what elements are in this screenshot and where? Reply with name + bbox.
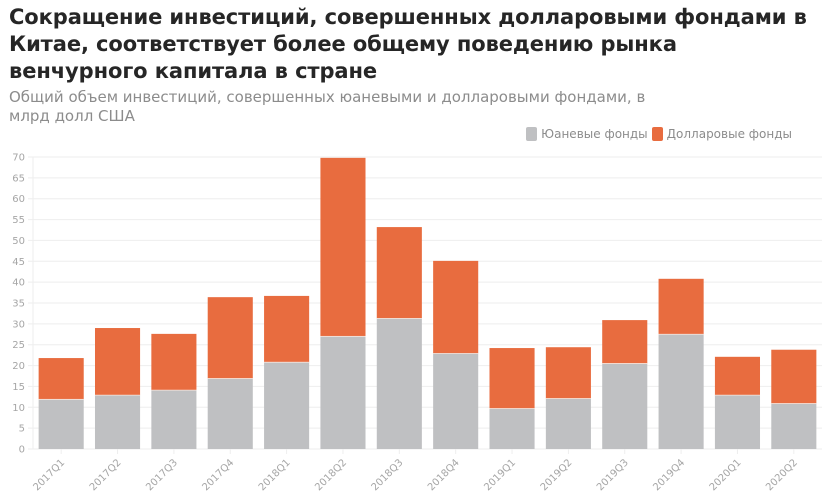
bar-dollar-2018Q4[interactable] — [433, 260, 479, 354]
chart-title: Сокращение инвестиций, совершенных долла… — [9, 5, 807, 83]
bar-dollar-2019Q4[interactable] — [658, 278, 704, 334]
x-tick-label: 2018Q3 — [370, 457, 406, 493]
x-tick-label: 2017Q2 — [88, 457, 124, 493]
x-axis: 2017Q1 2017Q2 2017Q3 2017Q4 2018Q1 2018Q2 2018… — [31, 449, 800, 493]
chart-subtitle: Общий объем инвестиций, совершенных юане… — [9, 88, 646, 125]
bar-yuan-2020Q1[interactable] — [714, 394, 761, 449]
bar-dollar-2018Q1[interactable] — [264, 295, 310, 362]
y-tick-label: 0 — [19, 445, 25, 456]
bar-dollar-2017Q2[interactable] — [94, 328, 141, 395]
x-tick-label: 2017Q4 — [201, 457, 237, 493]
bar-dollar-2017Q1[interactable] — [38, 358, 84, 399]
x-tick-label: 2019Q3 — [595, 457, 631, 493]
bar-yuan-2017Q4[interactable] — [207, 378, 253, 449]
x-tick-label: 2019Q4 — [651, 457, 687, 493]
y-tick-label: 15 — [12, 382, 25, 393]
bar-dollar-2018Q3[interactable] — [376, 227, 422, 319]
y-tick-label: 30 — [12, 319, 25, 330]
bar-dollar-2017Q3[interactable] — [151, 333, 197, 390]
y-tick-label: 70 — [12, 153, 25, 164]
bar-yuan-2019Q4[interactable] — [658, 333, 704, 449]
x-tick-label: 2020Q2 — [764, 457, 800, 493]
bar-yuan-2019Q1[interactable] — [489, 408, 535, 449]
bar-dollar-2019Q1[interactable] — [489, 348, 535, 409]
y-tick-label: 50 — [12, 236, 25, 247]
y-tick-label: 20 — [12, 361, 25, 372]
legend-item-yuan[interactable]: Юаневые фонды — [526, 127, 648, 141]
x-tick-label: 2019Q1 — [482, 457, 518, 493]
x-tick-label: 2019Q2 — [539, 457, 575, 493]
bar-yuan-2019Q3[interactable] — [602, 363, 648, 449]
y-tick-label: 10 — [12, 403, 25, 414]
bar-dollar-2020Q1[interactable] — [714, 356, 761, 395]
bar-yuan-2018Q1[interactable] — [264, 361, 310, 449]
y-tick-label: 55 — [12, 215, 25, 226]
y-tick-label: 45 — [12, 257, 25, 268]
y-tick-label: 40 — [12, 278, 25, 289]
bar-yuan-2017Q1[interactable] — [38, 398, 84, 449]
bar-yuan-2018Q2[interactable] — [320, 335, 366, 449]
bar-yuan-2018Q3[interactable] — [376, 318, 422, 449]
bar-dollar-2018Q2[interactable] — [320, 157, 366, 336]
x-tick-label: 2017Q1 — [31, 457, 67, 493]
y-axis: 0 5 10 15 20 25 30 35 40 45 50 55 60 65 70 — [12, 153, 25, 456]
y-tick-label: 65 — [12, 173, 25, 184]
y-tick-label: 60 — [12, 194, 25, 205]
x-tick-label: 2018Q1 — [257, 457, 293, 493]
x-tick-label: 2017Q3 — [144, 457, 180, 493]
bars — [38, 157, 817, 449]
y-tick-label: 5 — [19, 424, 25, 435]
x-tick-label: 2018Q4 — [426, 457, 462, 493]
y-tick-label: 25 — [12, 340, 25, 351]
bar-dollar-2017Q4[interactable] — [207, 297, 253, 379]
legend-swatch-yuan — [526, 127, 538, 141]
x-tick-label: 2020Q1 — [708, 457, 744, 493]
y-tick-label: 35 — [12, 299, 25, 310]
bar-dollar-2019Q2[interactable] — [545, 347, 591, 399]
bar-dollar-2019Q3[interactable] — [602, 320, 648, 364]
bar-yuan-2019Q2[interactable] — [545, 398, 591, 449]
bar-dollar-2020Q2[interactable] — [771, 349, 817, 404]
bar-yuan-2017Q3[interactable] — [151, 389, 197, 449]
bar-yuan-2018Q4[interactable] — [433, 353, 479, 449]
x-tick-label: 2018Q2 — [313, 457, 349, 493]
bar-yuan-2020Q2[interactable] — [771, 403, 817, 449]
legend-swatch-dollar — [651, 127, 663, 141]
legend-label-yuan: Юаневые фонды — [541, 127, 648, 141]
bar-yuan-2017Q2[interactable] — [94, 394, 141, 449]
legend: Юаневые фонды Долларовые фонды — [522, 127, 792, 141]
legend-label-dollar: Долларовые фонды — [666, 127, 792, 141]
legend-item-dollar[interactable]: Долларовые фонды — [651, 127, 792, 141]
